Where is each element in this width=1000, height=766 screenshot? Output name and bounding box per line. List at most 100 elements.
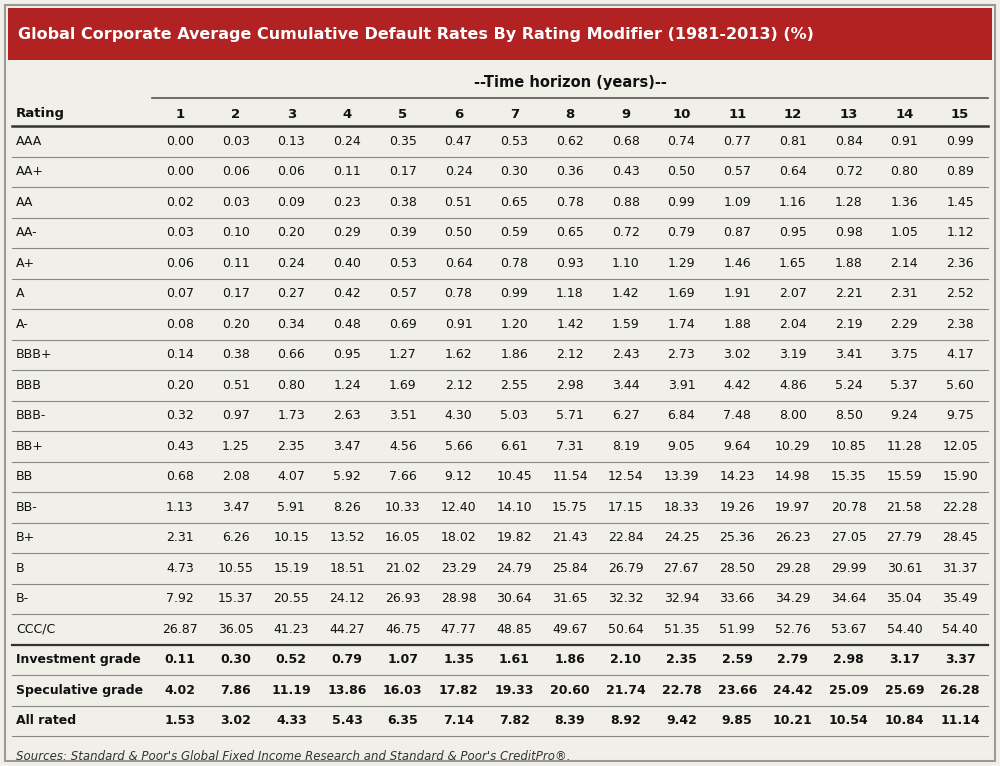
Text: 3.51: 3.51 <box>389 409 417 422</box>
Text: 0.20: 0.20 <box>222 318 250 331</box>
Text: 0.30: 0.30 <box>500 165 528 178</box>
Text: 0.36: 0.36 <box>556 165 584 178</box>
Text: 0.78: 0.78 <box>500 257 528 270</box>
Text: BBB: BBB <box>16 378 42 391</box>
Text: 0.74: 0.74 <box>668 135 695 148</box>
Text: 1.46: 1.46 <box>723 257 751 270</box>
Text: 30.64: 30.64 <box>496 592 532 605</box>
Text: 0.02: 0.02 <box>166 196 194 209</box>
Text: 4.86: 4.86 <box>779 378 807 391</box>
Text: BB+: BB+ <box>16 440 44 453</box>
Text: 5.03: 5.03 <box>500 409 528 422</box>
Text: 6.84: 6.84 <box>668 409 695 422</box>
Text: AA+: AA+ <box>16 165 44 178</box>
Text: 34.29: 34.29 <box>775 592 811 605</box>
Text: 1.74: 1.74 <box>668 318 695 331</box>
Text: 0.09: 0.09 <box>277 196 305 209</box>
Text: 10.55: 10.55 <box>218 561 254 574</box>
Text: 0.14: 0.14 <box>166 349 194 362</box>
Text: 33.66: 33.66 <box>719 592 755 605</box>
Text: 0.59: 0.59 <box>500 226 528 239</box>
Text: 19.26: 19.26 <box>719 501 755 514</box>
Text: 0.17: 0.17 <box>389 165 417 178</box>
Text: 28.45: 28.45 <box>942 532 978 545</box>
Text: 21.43: 21.43 <box>552 532 588 545</box>
Text: 2.29: 2.29 <box>891 318 918 331</box>
Text: 0.79: 0.79 <box>332 653 363 666</box>
Text: 18.51: 18.51 <box>329 561 365 574</box>
Text: 23.66: 23.66 <box>718 684 757 697</box>
Text: 1.86: 1.86 <box>555 653 585 666</box>
Text: 2.08: 2.08 <box>222 470 250 483</box>
Text: 49.67: 49.67 <box>552 623 588 636</box>
Text: 0.50: 0.50 <box>445 226 473 239</box>
Text: 0.07: 0.07 <box>166 287 194 300</box>
Text: 25.69: 25.69 <box>885 684 924 697</box>
Text: 0.03: 0.03 <box>222 135 250 148</box>
Text: 9.24: 9.24 <box>891 409 918 422</box>
Text: 35.49: 35.49 <box>942 592 978 605</box>
Text: 0.03: 0.03 <box>222 196 250 209</box>
Text: 5.71: 5.71 <box>556 409 584 422</box>
Text: 0.42: 0.42 <box>333 287 361 300</box>
Text: 10: 10 <box>672 107 691 120</box>
Text: 0.57: 0.57 <box>723 165 751 178</box>
Text: 3.02: 3.02 <box>220 714 251 727</box>
Text: 15: 15 <box>951 107 969 120</box>
Text: 0.78: 0.78 <box>445 287 473 300</box>
Text: 25.36: 25.36 <box>719 532 755 545</box>
Text: Rating: Rating <box>16 107 65 120</box>
Text: Global Corporate Average Cumulative Default Rates By Rating Modifier (1981-2013): Global Corporate Average Cumulative Defa… <box>18 27 814 41</box>
Text: 0.34: 0.34 <box>277 318 305 331</box>
Text: 7.66: 7.66 <box>389 470 417 483</box>
Text: 0.87: 0.87 <box>723 226 751 239</box>
Text: 2.52: 2.52 <box>946 287 974 300</box>
Text: 41.23: 41.23 <box>274 623 309 636</box>
Text: 0.29: 0.29 <box>333 226 361 239</box>
Text: 0.53: 0.53 <box>500 135 528 148</box>
Text: 27.05: 27.05 <box>831 532 867 545</box>
Text: 5.43: 5.43 <box>332 714 363 727</box>
Text: 1.05: 1.05 <box>890 226 918 239</box>
Text: 0.20: 0.20 <box>166 378 194 391</box>
Text: 3.19: 3.19 <box>779 349 807 362</box>
Text: 0.89: 0.89 <box>946 165 974 178</box>
Text: 0.65: 0.65 <box>500 196 528 209</box>
Text: 0.43: 0.43 <box>166 440 194 453</box>
Text: 9.05: 9.05 <box>668 440 695 453</box>
Text: 31.37: 31.37 <box>942 561 978 574</box>
Text: 2: 2 <box>231 107 240 120</box>
Text: 0.99: 0.99 <box>668 196 695 209</box>
Text: 0.91: 0.91 <box>445 318 472 331</box>
Text: 0.24: 0.24 <box>445 165 472 178</box>
Text: 19.33: 19.33 <box>495 684 534 697</box>
Text: 0.40: 0.40 <box>333 257 361 270</box>
Text: 27.67: 27.67 <box>664 561 699 574</box>
Text: 4.42: 4.42 <box>723 378 751 391</box>
Text: 2.31: 2.31 <box>166 532 194 545</box>
Text: AAA: AAA <box>16 135 42 148</box>
Text: 2.35: 2.35 <box>277 440 305 453</box>
Text: 8.92: 8.92 <box>610 714 641 727</box>
Text: A-: A- <box>16 318 29 331</box>
Text: 0.13: 0.13 <box>277 135 305 148</box>
Text: 25.84: 25.84 <box>552 561 588 574</box>
Text: 16.03: 16.03 <box>383 684 423 697</box>
Text: 0.24: 0.24 <box>277 257 305 270</box>
Text: 10.21: 10.21 <box>773 714 813 727</box>
Text: 34.64: 34.64 <box>831 592 866 605</box>
Text: 1.86: 1.86 <box>500 349 528 362</box>
Text: 9.42: 9.42 <box>666 714 697 727</box>
Text: 2.73: 2.73 <box>668 349 695 362</box>
Text: 8.39: 8.39 <box>555 714 585 727</box>
Text: 3.75: 3.75 <box>890 349 918 362</box>
Text: 3.17: 3.17 <box>889 653 920 666</box>
Text: 20.55: 20.55 <box>273 592 309 605</box>
Text: 2.14: 2.14 <box>891 257 918 270</box>
Text: 1.29: 1.29 <box>668 257 695 270</box>
Text: 0.06: 0.06 <box>277 165 305 178</box>
Text: 0.35: 0.35 <box>389 135 417 148</box>
Text: 8: 8 <box>565 107 575 120</box>
Text: 0.69: 0.69 <box>389 318 417 331</box>
Text: 0.95: 0.95 <box>779 226 807 239</box>
